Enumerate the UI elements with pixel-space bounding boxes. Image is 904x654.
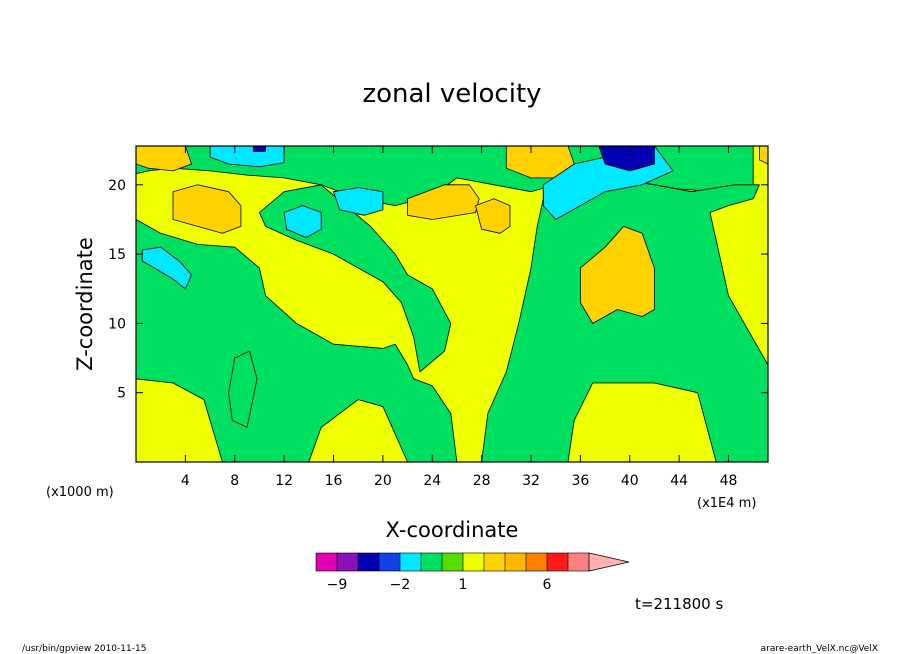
region-orange-right-blob — [580, 225, 655, 324]
colorbar-segment — [378, 552, 401, 572]
region-orange-upper-left-blob — [172, 184, 242, 234]
colorbar-segment — [567, 552, 590, 572]
y-tick-label: 10 — [108, 316, 126, 332]
x-tick-label: 44 — [670, 473, 688, 489]
time-label: t=211800 s — [635, 595, 723, 613]
region-cyan-mid-blob — [333, 187, 384, 216]
x-tick-label: 24 — [423, 473, 441, 489]
colorbar-segment — [420, 552, 443, 572]
colorbar-segment — [357, 552, 380, 572]
colorbar-segment — [462, 552, 485, 572]
region-orange-top-left — [135, 145, 192, 172]
colorbar-segment — [315, 552, 338, 572]
x-tick-label: 12 — [275, 473, 293, 489]
x-tick-label: 8 — [230, 473, 239, 489]
colorbar-segment — [483, 552, 506, 572]
colorbar-tick-labels: −9 −2 1 6 — [327, 577, 552, 593]
colorbar-segment — [504, 552, 527, 572]
x-tick-label: 48 — [720, 473, 738, 489]
x-unit-left: (x1000 m) — [46, 485, 114, 500]
colorbar-tick-label: 1 — [459, 577, 468, 593]
y-tick-label: 20 — [108, 178, 126, 194]
y-tick-label: 15 — [108, 247, 126, 263]
x-tick-label: 40 — [621, 473, 639, 489]
y-tick-label: 5 — [117, 386, 126, 402]
x-tick-label: 32 — [522, 473, 540, 489]
plot-frame — [135, 145, 769, 463]
region-blue-top-left-spot — [252, 145, 267, 152]
x-tick-label: 28 — [473, 473, 491, 489]
colorbar-segment — [441, 552, 464, 572]
colorbar-segment — [399, 552, 422, 572]
x-unit-right: (x1E4 m) — [697, 496, 756, 511]
plot-area — [135, 145, 769, 463]
footer-right: arare-earth_VelX.nc@VelX — [761, 644, 878, 654]
footer-left: /usr/bin/gpview 2010-11-15 — [22, 644, 146, 654]
x-tick-label: 36 — [571, 473, 589, 489]
x-tick-label: 16 — [325, 473, 343, 489]
colorbar-segment — [336, 552, 359, 572]
colorbar-segment — [546, 552, 569, 572]
colorbar-segment — [525, 552, 548, 572]
colorbar-extension-arrow — [588, 552, 630, 572]
y-axis-ticks: 5 10 15 20 — [108, 178, 768, 402]
y-axis-title: Z-coordinate — [73, 237, 97, 371]
contour-regions — [135, 145, 769, 463]
region-cyan-mid-left-blob — [283, 205, 322, 238]
colorbar-tick-label: −9 — [327, 577, 348, 593]
x-axis-title: X-coordinate — [386, 518, 519, 542]
x-tick-label: 4 — [181, 473, 190, 489]
colorbar-tick-label: −2 — [390, 577, 411, 593]
region-cyan-left-blob — [141, 246, 192, 290]
region-orange-small-blob — [475, 198, 511, 234]
colorbar — [315, 552, 630, 572]
colorbar-tick-label: 6 — [543, 577, 552, 593]
x-tick-label: 20 — [374, 473, 392, 489]
region-green-bottom-left-patch — [228, 350, 258, 428]
x-axis-ticks: 4 8 12 16 20 24 28 32 36 40 44 48 — [181, 146, 738, 489]
chart-title: zonal velocity — [362, 79, 541, 109]
